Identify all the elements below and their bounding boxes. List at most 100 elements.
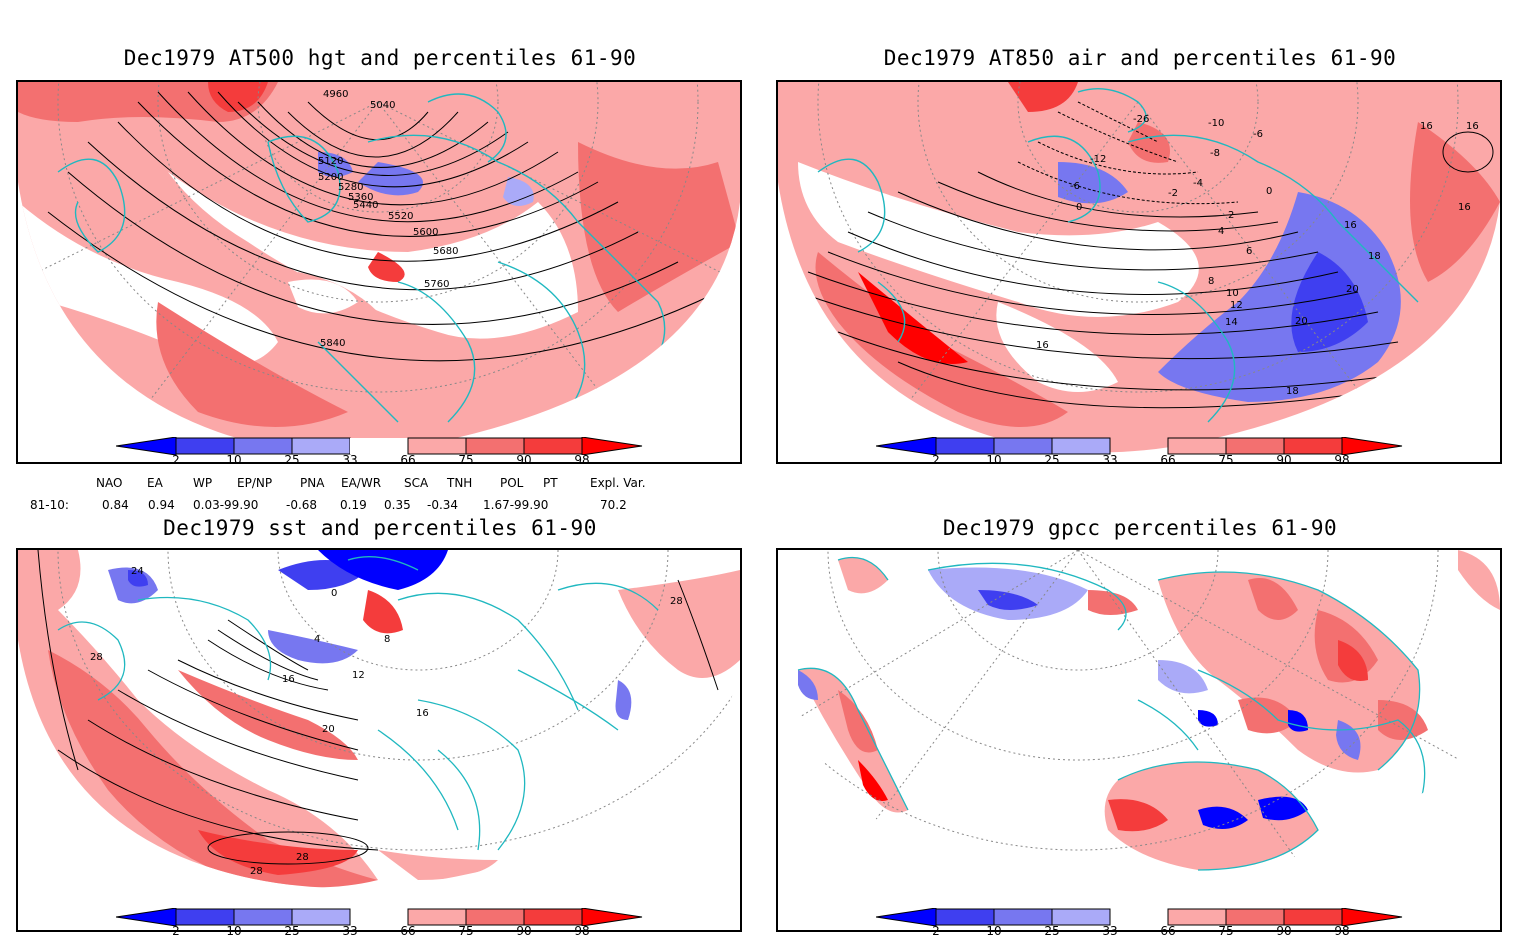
sst-map: 24 28 0 4 8 12 16 16 20 28 28 28 28: [18, 550, 740, 896]
contour-label: 16: [1036, 340, 1049, 351]
contour-label: -4: [1193, 178, 1203, 189]
colorbar-tick: 10: [986, 924, 1002, 938]
contour-label: 28: [90, 652, 103, 663]
contour-label: 8: [1208, 276, 1214, 287]
contour-label: 16: [1420, 121, 1433, 132]
colorbar-tick: 98: [574, 453, 590, 467]
index-header: POL: [500, 476, 524, 490]
gpcc-map: [778, 550, 1500, 888]
contour-label: 24: [131, 566, 144, 577]
index-value: 0.84: [102, 498, 129, 512]
index-value: 0.19: [340, 498, 367, 512]
contour-label: 4: [314, 634, 320, 645]
contour-label: 4: [1218, 226, 1224, 237]
colorbar-tick: 66: [1160, 924, 1176, 938]
colorbar-tick: 10: [226, 453, 242, 467]
hgt-map: 4960 5040 5120 5200 5280 5360 5440 5520 …: [18, 82, 740, 453]
contour-label: 16: [1458, 202, 1471, 213]
index-header: EA: [147, 476, 163, 490]
index-header: Expl. Var.: [590, 476, 646, 490]
contour-label: 16: [282, 674, 295, 685]
colorbar-tick: 90: [516, 924, 532, 938]
panel-title-gpcc: Dec1979 gpcc percentiles 61-90: [942, 516, 1338, 540]
air-map: -26 -10 -6 -8 -4 -2 -6 0 0 2 4 6 8 10 12…: [778, 82, 1500, 453]
colorbar-tick: 66: [1160, 453, 1176, 467]
contour-label: 0: [1266, 186, 1272, 197]
index-value: 0.03-99.90: [193, 498, 259, 512]
contour-label: -2: [1168, 188, 1178, 199]
index-header: TNH: [447, 476, 473, 490]
index-value: 0.94: [148, 498, 175, 512]
colorbar-tick: 75: [458, 924, 474, 938]
colorbar-tick: 2: [172, 453, 180, 467]
colorbar-tick: 2: [932, 924, 940, 938]
index-header: WP: [193, 476, 213, 490]
contour-label: 12: [352, 670, 365, 681]
colorbar-tick: 90: [1276, 924, 1292, 938]
colorbar-tick: 10: [226, 924, 242, 938]
contour-label: 18: [1286, 386, 1299, 397]
contour-label: 16: [416, 708, 429, 719]
colorbar-swatches: [875, 907, 1403, 927]
colorbar-tick: 66: [400, 453, 416, 467]
contour-label: 5360: [348, 192, 373, 203]
contour-label: 5200: [318, 172, 343, 183]
colorbar-tick: 25: [284, 924, 300, 938]
contour-label: 12: [1230, 300, 1243, 311]
colorbar-tick: 33: [1102, 924, 1118, 938]
colorbar-tick: 25: [284, 453, 300, 467]
contour-label: -6: [1253, 129, 1263, 140]
contour-label: -8: [1210, 148, 1220, 159]
contour-label: -12: [1090, 154, 1106, 165]
map-panel-gpcc: [776, 548, 1502, 932]
index-header: NAO: [96, 476, 123, 490]
contour-label: 8: [384, 634, 390, 645]
index-value: -0.68: [286, 498, 318, 512]
contour-label: 5760: [424, 279, 449, 290]
index-header: PT: [543, 476, 558, 490]
index-value: 0.35: [384, 498, 411, 512]
contour-label: -10: [1208, 118, 1224, 129]
contour-label: 5520: [388, 211, 413, 222]
contour-label: 28: [438, 885, 451, 896]
index-value: -0.34: [427, 498, 459, 512]
colorbar-air: 2 10 25 33 66 75 90 98: [875, 436, 1406, 477]
colorbar-tick: 2: [932, 453, 940, 467]
contour-label: 16: [1466, 121, 1479, 132]
map-panel-hgt: 4960 5040 5120 5200 5280 5360 5440 5520 …: [16, 80, 742, 464]
contour-label: 18: [1368, 251, 1381, 262]
colorbar-tick: 25: [1044, 924, 1060, 938]
map-panel-air: -26 -10 -6 -8 -4 -2 -6 0 0 2 4 6 8 10 12…: [776, 80, 1502, 464]
contour-label: 10: [1226, 288, 1239, 299]
sst-contour-labels: 24 28 0 4 8 12 16 16 20 28 28 28 28: [90, 566, 683, 896]
contour-label: 14: [1225, 317, 1238, 328]
contour-label: 0: [331, 588, 337, 599]
index-header: EA/WR: [341, 476, 382, 490]
colorbar-tick: 25: [1044, 453, 1060, 467]
colorbar-tick: 75: [1218, 924, 1234, 938]
colorbar-swatches: [875, 436, 1403, 456]
contour-label: 20: [1295, 316, 1308, 327]
hgt-contour-labels: 4960 5040 5120 5200 5280 5360 5440 5520 …: [318, 89, 458, 349]
contour-label: 5440: [353, 200, 378, 211]
colorbar-tick: 98: [574, 924, 590, 938]
colorbar-sst: 2 10 25 33 66 75 90 98: [115, 907, 646, 948]
colorbar-hgt: 2 10 25 33 66 75 90 98: [115, 436, 646, 477]
index-value: 70.2: [600, 498, 627, 512]
colorbar-tick: 2: [172, 924, 180, 938]
colorbar-tick: 10: [986, 453, 1002, 467]
contour-label: 4960: [323, 89, 348, 100]
contour-label: 5280: [338, 182, 363, 193]
colorbar-tick: 90: [516, 453, 532, 467]
colorbar-gpcc: 2 10 25 33 66 75 90 98: [875, 907, 1406, 948]
colorbar-tick: 90: [1276, 453, 1292, 467]
contour-label: 28: [296, 852, 309, 863]
contour-label: 28: [250, 866, 263, 877]
index-header: EP/NP: [237, 476, 273, 490]
contour-label: 5680: [433, 246, 458, 257]
colorbar-tick: 33: [1102, 453, 1118, 467]
colorbar-swatches: [115, 436, 643, 456]
index-row-label: 81-10:: [30, 498, 69, 512]
map-panel-sst: 24 28 0 4 8 12 16 16 20 28 28 28 28: [16, 548, 742, 932]
index-header: PNA: [300, 476, 325, 490]
